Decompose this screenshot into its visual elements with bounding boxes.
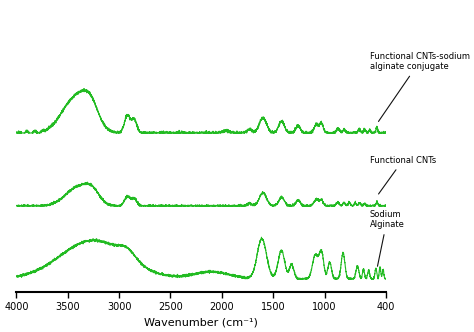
Text: Functional CNTs: Functional CNTs — [370, 156, 436, 194]
X-axis label: Wavenumber (cm⁻¹): Wavenumber (cm⁻¹) — [145, 318, 258, 328]
Text: Sodium
Alginate: Sodium Alginate — [370, 210, 405, 266]
Text: Functional CNTs-sodium
alginate conjugate: Functional CNTs-sodium alginate conjugat… — [370, 52, 470, 122]
